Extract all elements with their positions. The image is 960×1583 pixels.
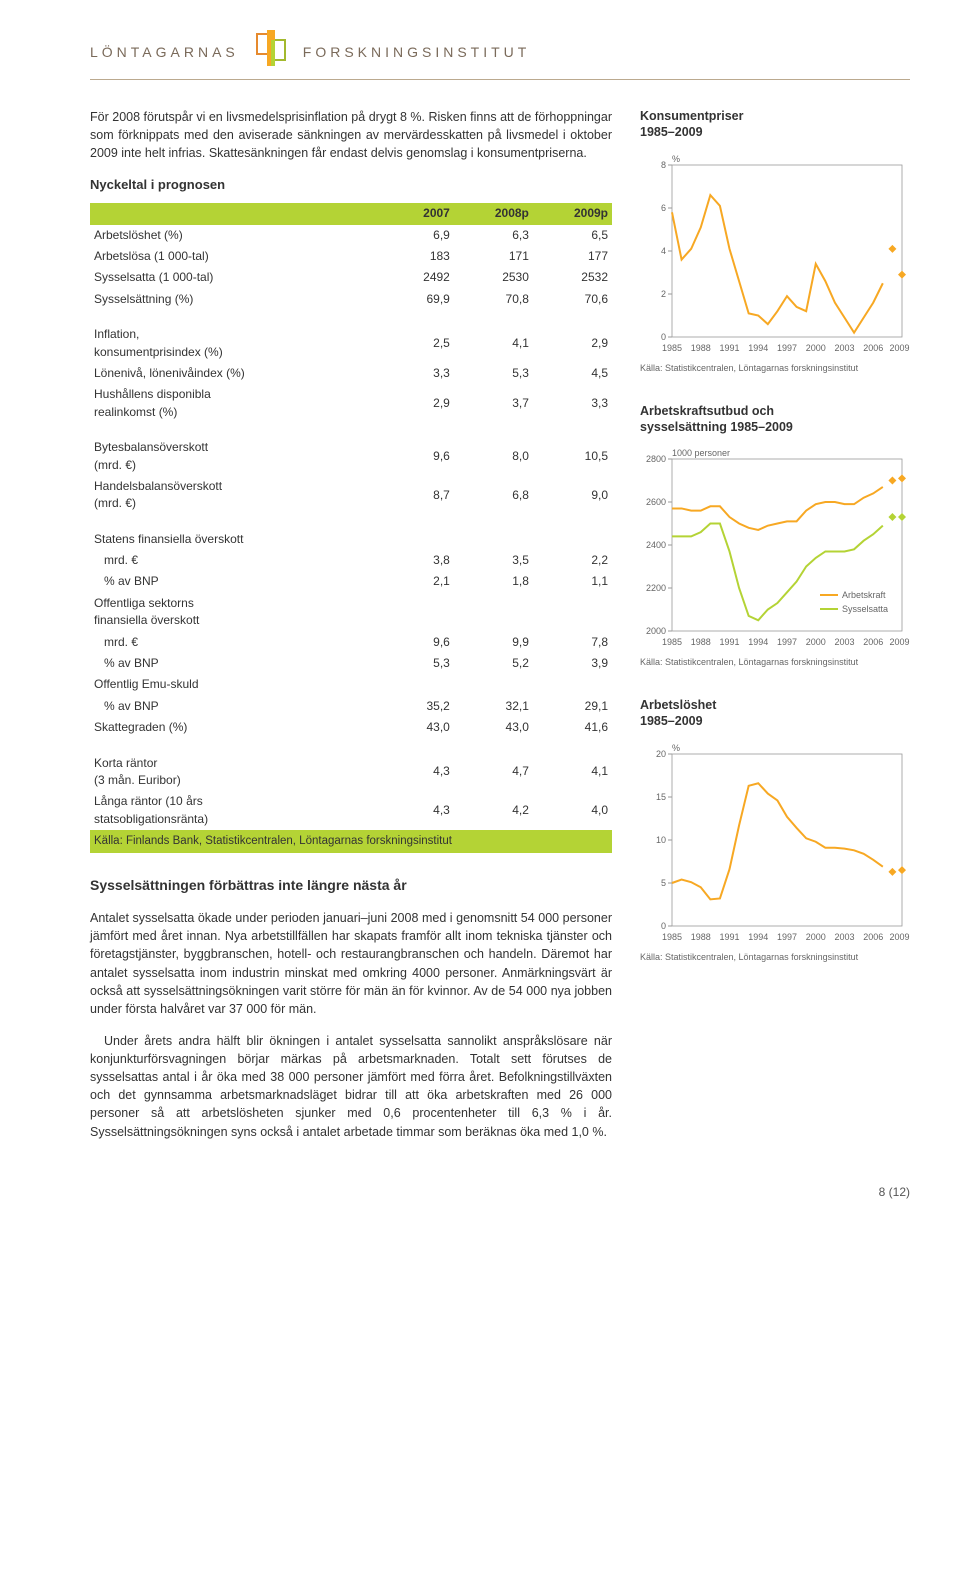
page-number: 8 (12)	[90, 1185, 910, 1199]
svg-text:10: 10	[656, 835, 666, 845]
svg-text:1991: 1991	[719, 932, 739, 942]
svg-text:2800: 2800	[646, 454, 666, 464]
page-header: LÖNTAGARNAS FORSKNINGSINSTITUT	[90, 30, 910, 73]
body-paragraph: Under årets andra hälft blir ökningen i …	[90, 1032, 612, 1141]
svg-text:1994: 1994	[748, 343, 768, 353]
nyckeltal-table: 2007 2008p 2009p Arbetslöshet (%)6,96,36…	[90, 203, 612, 853]
chart-arbetskraft: Arbetskraftsutbud och sysselsättning 198…	[640, 403, 910, 668]
svg-text:6: 6	[661, 203, 666, 213]
svg-text:1991: 1991	[719, 343, 739, 353]
table-row: Lönenivå, lönenivåindex (%)3,35,34,5	[90, 363, 612, 384]
svg-text:4: 4	[661, 246, 666, 256]
svg-text:Arbetskraft: Arbetskraft	[842, 590, 886, 600]
table-row: mrd. €9,69,97,8	[90, 632, 612, 653]
svg-text:0: 0	[661, 332, 666, 342]
table-row: Bytesbalansöverskott (mrd. €)9,68,010,5	[90, 437, 612, 476]
svg-text:Sysselsatta: Sysselsatta	[842, 604, 888, 614]
table-row: Långa räntor (10 års statsobligationsrän…	[90, 791, 612, 830]
svg-text:1991: 1991	[719, 637, 739, 647]
table-row: Sysselsättning (%)69,970,870,6	[90, 289, 612, 310]
body-paragraph: Antalet sysselsatta ökade under perioden…	[90, 909, 612, 1018]
chart-konsumentpriser: Konsumentpriser 1985–2009 02468%19851988…	[640, 108, 910, 373]
table-row: mrd. €3,83,52,2	[90, 550, 612, 571]
svg-text:0: 0	[661, 921, 666, 931]
svg-text:2003: 2003	[834, 343, 854, 353]
svg-text:1985: 1985	[662, 637, 682, 647]
table-row: Statens finansiella överskott	[90, 529, 612, 550]
svg-text:2009p: 2009p	[889, 932, 910, 942]
table-row: Skattegraden (%)43,043,041,6	[90, 717, 612, 738]
header-text-left: LÖNTAGARNAS	[90, 44, 239, 60]
svg-text:20: 20	[656, 749, 666, 759]
svg-text:%: %	[672, 743, 680, 753]
svg-text:1997: 1997	[777, 343, 797, 353]
svg-text:5: 5	[661, 878, 666, 888]
svg-text:2: 2	[661, 289, 666, 299]
svg-text:2006: 2006	[863, 343, 883, 353]
svg-text:2000: 2000	[806, 932, 826, 942]
table-row: Sysselsatta (1 000-tal)249225302532	[90, 267, 612, 288]
svg-text:1985: 1985	[662, 343, 682, 353]
svg-text:2009p: 2009p	[889, 343, 910, 353]
svg-text:2006: 2006	[863, 932, 883, 942]
svg-text:1988: 1988	[691, 932, 711, 942]
section-heading: Sysselsättningen förbättras inte längre …	[90, 875, 612, 895]
svg-text:2003: 2003	[834, 637, 854, 647]
svg-text:2003: 2003	[834, 932, 854, 942]
table-row: Offentlig Emu-skuld	[90, 674, 612, 695]
svg-text:2000: 2000	[646, 626, 666, 636]
svg-text:1994: 1994	[748, 637, 768, 647]
table-header-row: 2007 2008p 2009p	[90, 203, 612, 224]
table-row: % av BNP2,11,81,1	[90, 571, 612, 592]
svg-text:2600: 2600	[646, 497, 666, 507]
table-row: Hushållens disponibla realinkomst (%)2,9…	[90, 384, 612, 423]
svg-text:8: 8	[661, 160, 666, 170]
svg-text:1988: 1988	[691, 637, 711, 647]
table-row: Arbetslöshet (%)6,96,36,5	[90, 225, 612, 246]
svg-text:2400: 2400	[646, 540, 666, 550]
svg-text:1000 personer: 1000 personer	[672, 448, 730, 458]
svg-text:1997: 1997	[777, 637, 797, 647]
table-row: % av BNP35,232,129,1	[90, 696, 612, 717]
svg-text:1985: 1985	[662, 932, 682, 942]
intro-paragraph: För 2008 förutspår vi en livsmedelsprisi…	[90, 108, 612, 162]
chart-arbetsloshet: Arbetslöshet 1985–2009 05101520%19851988…	[640, 697, 910, 962]
svg-text:1997: 1997	[777, 932, 797, 942]
svg-text:%: %	[672, 154, 680, 164]
svg-text:15: 15	[656, 792, 666, 802]
table-row: Inflation, konsumentprisindex (%)2,54,12…	[90, 324, 612, 363]
header-divider	[90, 79, 910, 80]
svg-text:1994: 1994	[748, 932, 768, 942]
svg-text:2200: 2200	[646, 583, 666, 593]
header-text-right: FORSKNINGSINSTITUT	[303, 44, 531, 60]
svg-text:1988: 1988	[691, 343, 711, 353]
nyckeltal-title: Nyckeltal i prognosen	[90, 176, 612, 195]
table-row: Arbetslösa (1 000-tal)183171177	[90, 246, 612, 267]
table-row: Offentliga sektorns finansiella överskot…	[90, 593, 612, 632]
table-source-row: Källa: Finlands Bank, Statistikcentralen…	[90, 830, 612, 853]
svg-text:2000: 2000	[806, 637, 826, 647]
table-row: Handelsbalansöverskott (mrd. €)8,76,89,0	[90, 476, 612, 515]
table-row: % av BNP5,35,23,9	[90, 653, 612, 674]
logo-icon	[251, 30, 291, 73]
table-row: Korta räntor (3 mån. Euribor)4,34,74,1	[90, 753, 612, 792]
svg-text:2000: 2000	[806, 343, 826, 353]
svg-text:2006: 2006	[863, 637, 883, 647]
svg-text:2009p: 2009p	[889, 637, 910, 647]
